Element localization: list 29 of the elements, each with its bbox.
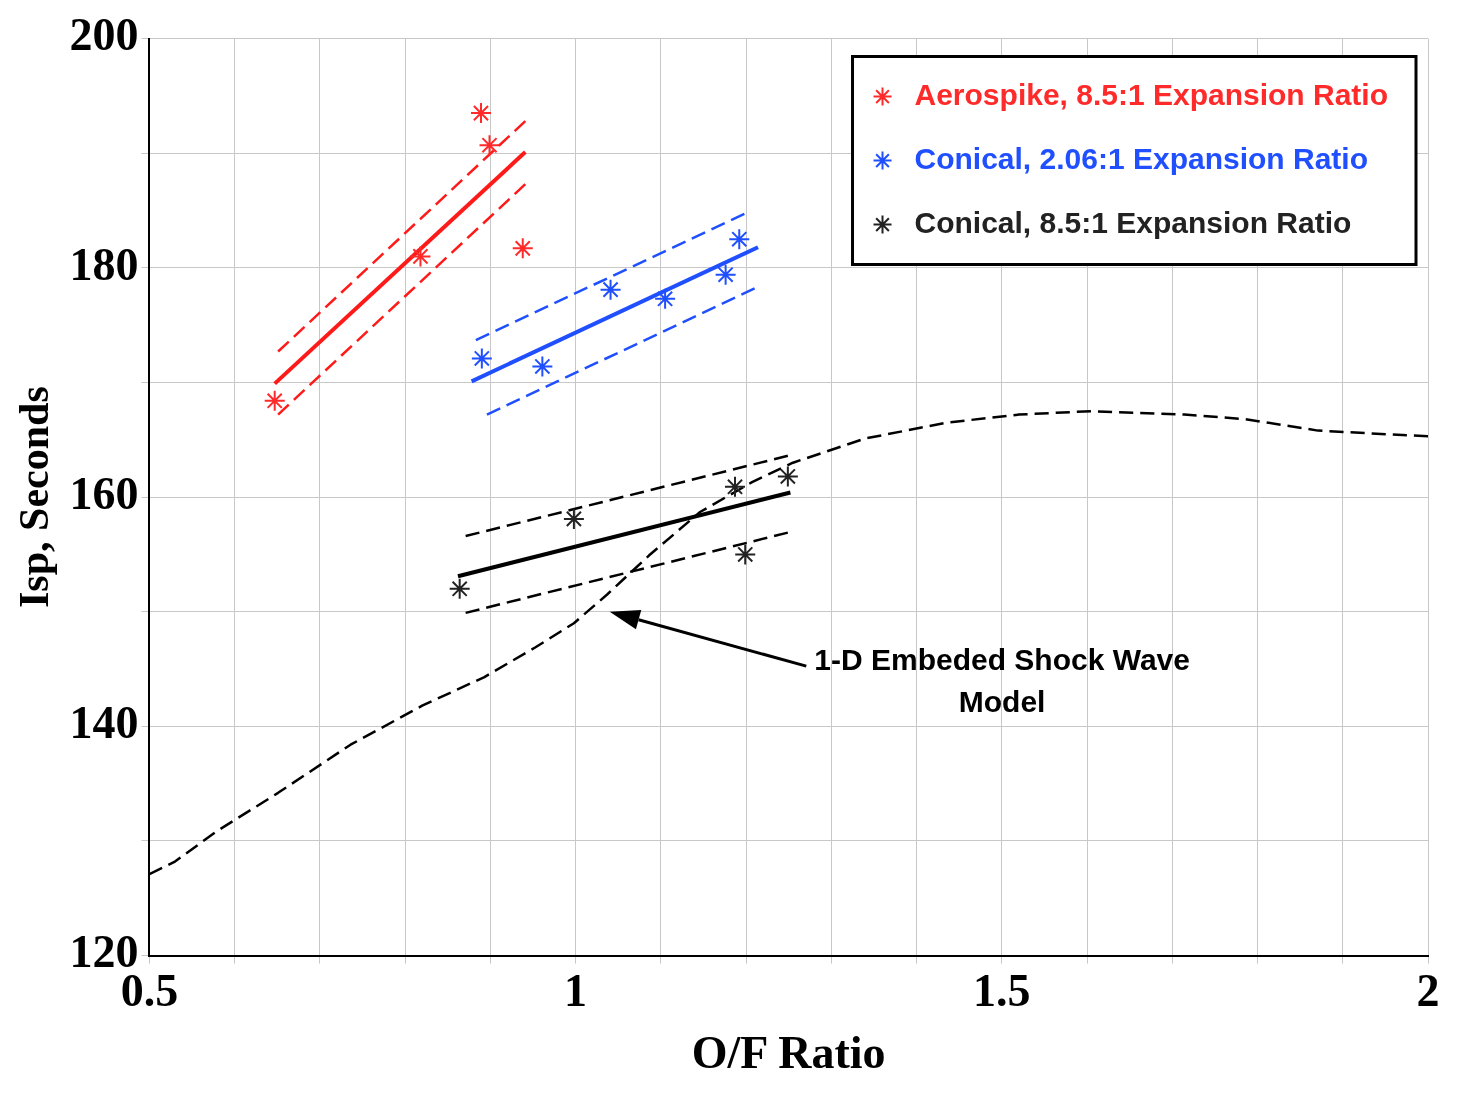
point xyxy=(470,347,493,370)
x-axis-title: O/F Ratio xyxy=(691,1027,886,1079)
point xyxy=(599,278,622,301)
y-tick-label: 140 xyxy=(69,697,139,749)
point xyxy=(448,577,471,600)
point xyxy=(263,389,286,412)
x-tick-label: 2 xyxy=(1416,965,1440,1017)
legend-label: Conical, 2.06:1 Expansion Ratio xyxy=(914,141,1368,175)
point xyxy=(734,543,757,566)
point xyxy=(478,134,501,157)
legend-label: Aerospike, 8.5:1 Expansion Ratio xyxy=(914,77,1388,111)
point xyxy=(409,245,432,268)
point xyxy=(724,475,746,498)
point xyxy=(776,465,799,488)
point xyxy=(531,355,554,378)
x-tick-label: 1.5 xyxy=(973,965,1031,1017)
y-axis-title: Isp, Seconds xyxy=(11,386,58,608)
legend-label: Conical, 8.5:1 Expansion Ratio xyxy=(914,205,1352,239)
point xyxy=(562,507,585,530)
point xyxy=(654,287,677,310)
point xyxy=(728,228,751,251)
point xyxy=(714,263,737,286)
point xyxy=(469,102,492,125)
y-tick-label: 180 xyxy=(69,238,139,290)
y-tick-label: 200 xyxy=(69,9,139,61)
annotation: 1-D Embeded Shock Wave Model xyxy=(814,643,1190,719)
y-tick-label: 160 xyxy=(69,467,139,519)
x-tick-label: 1 xyxy=(564,965,588,1017)
point xyxy=(511,237,534,260)
